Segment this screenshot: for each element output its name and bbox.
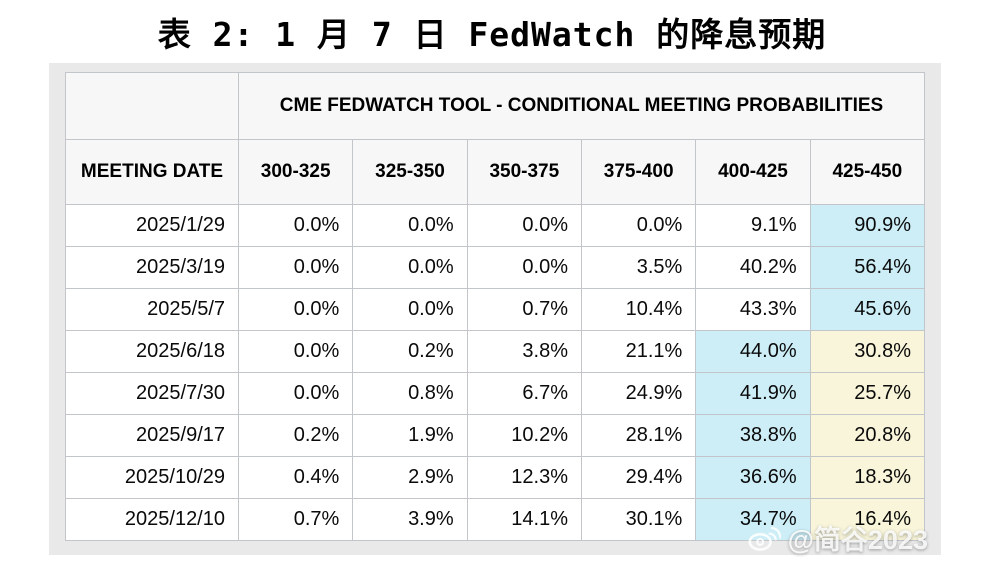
probability-cell: 45.6% xyxy=(809,288,926,331)
probability-cell: 0.0% xyxy=(466,204,582,247)
column-header-meeting-date: MEETING DATE xyxy=(65,139,239,205)
table-row: 2025/1/29 0.0% 0.0% 0.0% 0.0% 9.1% 90.9% xyxy=(65,204,926,247)
table-row: 2025/10/29 0.4% 2.9% 12.3% 29.4% 36.6% 18.3% xyxy=(65,456,926,499)
column-header-350-375: 350-375 xyxy=(466,139,582,205)
probability-cell: 2.9% xyxy=(352,456,468,499)
probability-cell: 0.0% xyxy=(237,204,354,247)
probability-cell: 30.1% xyxy=(580,498,697,541)
probability-cell: 34.7% xyxy=(695,498,811,541)
probability-cell: 0.4% xyxy=(237,456,354,499)
probability-cell: 25.7% xyxy=(809,372,926,415)
group-header-cell: CME FEDWATCH TOOL - CONDITIONAL MEETING … xyxy=(238,72,925,140)
meeting-date-cell: 2025/9/17 xyxy=(65,414,239,457)
probability-cell: 3.8% xyxy=(466,330,582,373)
fedwatch-table: CME FEDWATCH TOOL - CONDITIONAL MEETING … xyxy=(65,72,926,541)
probability-cell: 9.1% xyxy=(695,204,811,247)
probability-cell: 3.9% xyxy=(352,498,468,541)
table-body: 2025/1/29 0.0% 0.0% 0.0% 0.0% 9.1% 90.9% 2025/3… xyxy=(65,204,926,541)
probability-cell: 21.1% xyxy=(580,330,697,373)
column-header-325-350: 325-350 xyxy=(352,139,468,205)
probability-cell: 90.9% xyxy=(809,204,926,247)
page-title: 表 2: 1 月 7 日 FedWatch 的降息预期 xyxy=(157,15,827,54)
column-header-425-450: 425-450 xyxy=(809,139,926,205)
probability-cell: 18.3% xyxy=(809,456,926,499)
probability-cell: 0.0% xyxy=(352,246,468,289)
probability-cell: 0.8% xyxy=(352,372,468,415)
probability-cell: 0.2% xyxy=(352,330,468,373)
probability-cell: 12.3% xyxy=(466,456,582,499)
table-row: 2025/5/7 0.0% 0.0% 0.7% 10.4% 43.3% 45.6% xyxy=(65,288,926,331)
probability-cell: 0.0% xyxy=(352,288,468,331)
probability-cell: 24.9% xyxy=(580,372,697,415)
table-row: 2025/9/17 0.2% 1.9% 10.2% 28.1% 38.8% 20.8% xyxy=(65,414,926,457)
probability-cell: 14.1% xyxy=(466,498,582,541)
probability-cell: 36.6% xyxy=(695,456,811,499)
probability-cell: 40.2% xyxy=(695,246,811,289)
column-header-400-425: 400-425 xyxy=(695,139,811,205)
meeting-date-cell: 2025/10/29 xyxy=(65,456,239,499)
table-row: 2025/6/18 0.0% 0.2% 3.8% 21.1% 44.0% 30.8% xyxy=(65,330,926,373)
probability-cell: 28.1% xyxy=(580,414,697,457)
probability-cell: 0.0% xyxy=(237,330,354,373)
meeting-date-cell: 2025/7/30 xyxy=(65,372,239,415)
meeting-date-cell: 2025/5/7 xyxy=(65,288,239,331)
probability-cell: 43.3% xyxy=(695,288,811,331)
table-row: 2025/12/10 0.7% 3.9% 14.1% 30.1% 34.7% 16.4% xyxy=(65,498,926,541)
column-header-row: MEETING DATE 300-325 325-350 350-375 375… xyxy=(65,139,926,205)
table-row: 2025/3/19 0.0% 0.0% 0.0% 3.5% 40.2% 56.4% xyxy=(65,246,926,289)
group-header-row: CME FEDWATCH TOOL - CONDITIONAL MEETING … xyxy=(65,72,925,140)
corner-cell xyxy=(65,72,239,140)
probability-cell: 41.9% xyxy=(695,372,811,415)
probability-cell: 0.0% xyxy=(237,288,354,331)
table-row: 2025/7/30 0.0% 0.8% 6.7% 24.9% 41.9% 25.7% xyxy=(65,372,926,415)
probability-cell: 0.7% xyxy=(466,288,582,331)
probability-cell: 16.4% xyxy=(809,498,926,541)
probability-cell: 0.0% xyxy=(580,204,697,247)
probability-cell: 0.7% xyxy=(237,498,354,541)
meeting-date-cell: 2025/3/19 xyxy=(65,246,239,289)
probability-cell: 0.2% xyxy=(237,414,354,457)
column-header-375-400: 375-400 xyxy=(580,139,697,205)
probability-cell: 10.2% xyxy=(466,414,582,457)
meeting-date-cell: 2025/12/10 xyxy=(65,498,239,541)
probability-cell: 38.8% xyxy=(695,414,811,457)
probability-cell: 3.5% xyxy=(580,246,697,289)
probability-cell: 44.0% xyxy=(695,330,811,373)
probability-cell: 0.0% xyxy=(237,246,354,289)
probability-cell: 20.8% xyxy=(809,414,926,457)
probability-cell: 30.8% xyxy=(809,330,926,373)
probability-cell: 0.0% xyxy=(352,204,468,247)
probability-cell: 29.4% xyxy=(580,456,697,499)
probability-cell: 0.0% xyxy=(237,372,354,415)
probability-cell: 0.0% xyxy=(466,246,582,289)
table-panel: CME FEDWATCH TOOL - CONDITIONAL MEETING … xyxy=(49,63,941,555)
probability-cell: 6.7% xyxy=(466,372,582,415)
meeting-date-cell: 2025/1/29 xyxy=(65,204,239,247)
probability-cell: 10.4% xyxy=(580,288,697,331)
meeting-date-cell: 2025/6/18 xyxy=(65,330,239,373)
probability-cell: 1.9% xyxy=(352,414,468,457)
column-header-300-325: 300-325 xyxy=(237,139,354,205)
probability-cell: 56.4% xyxy=(809,246,926,289)
